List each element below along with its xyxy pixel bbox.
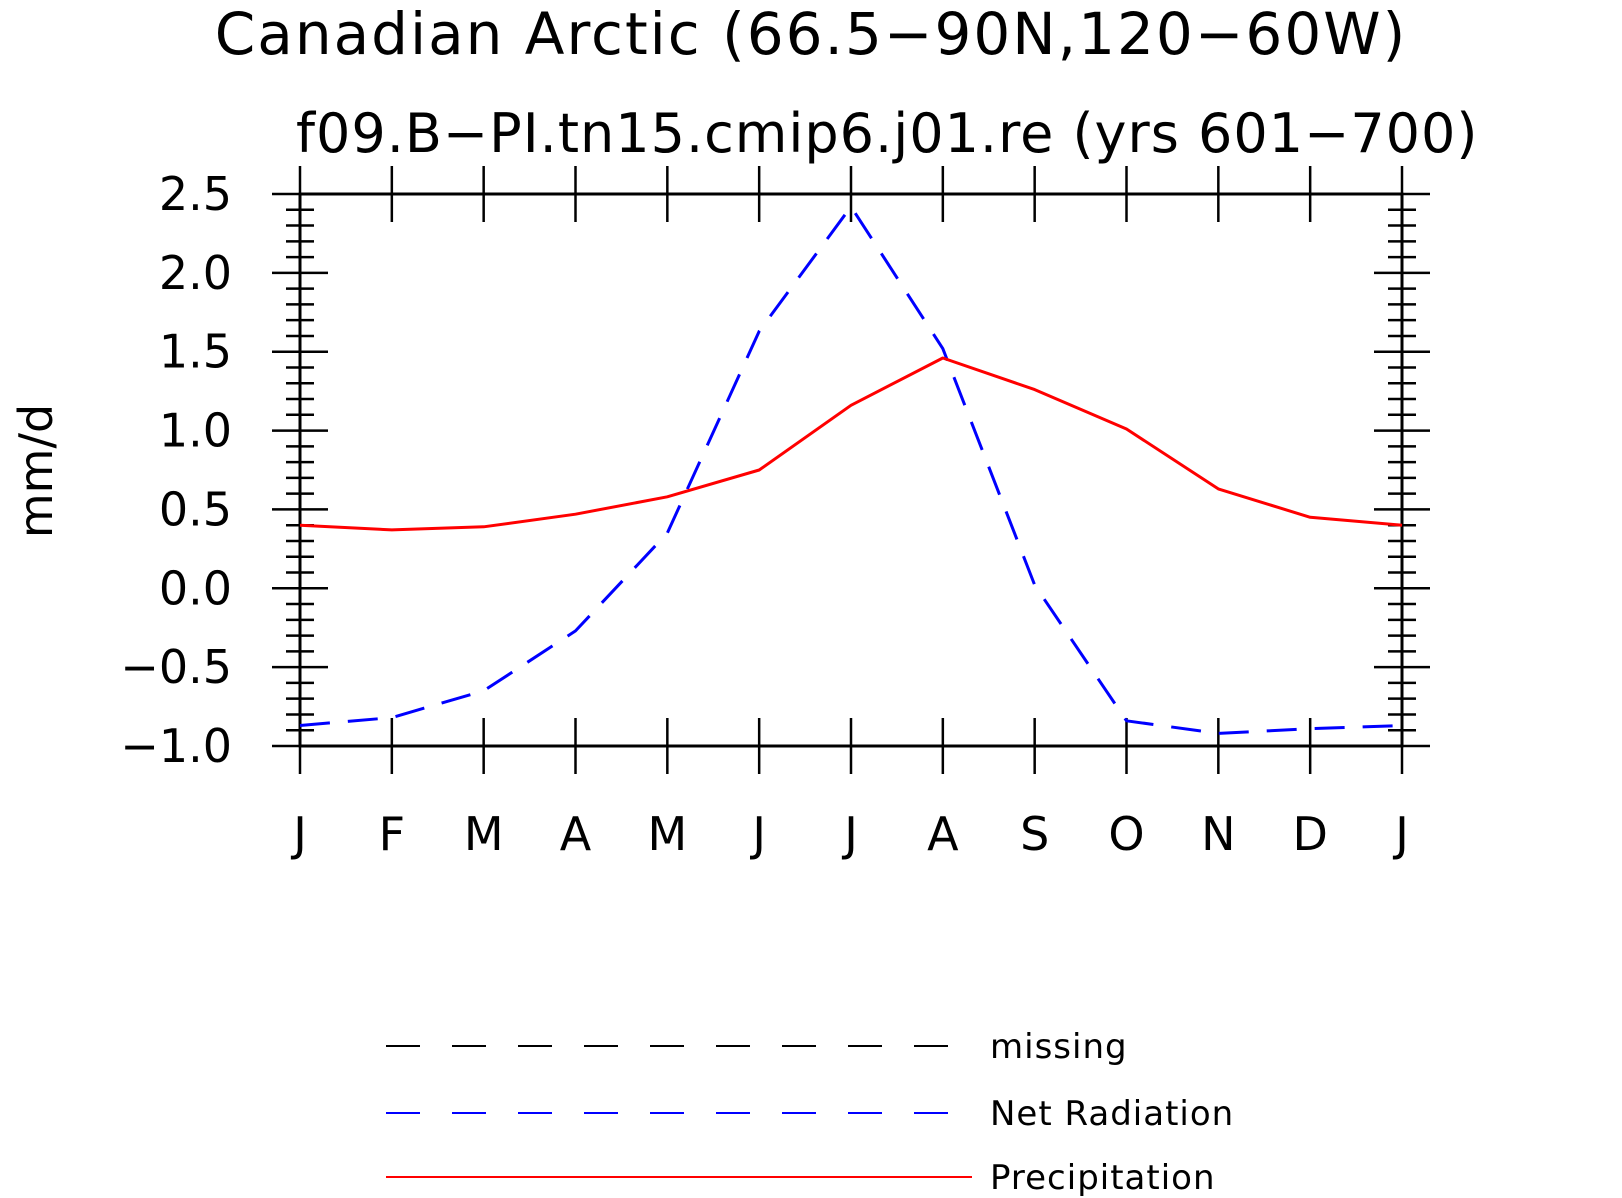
y-tick-label: 0.0 bbox=[159, 561, 232, 615]
y-tick-label: −0.5 bbox=[120, 640, 232, 694]
x-tick-label: D bbox=[1292, 807, 1327, 861]
data-point-precipitation bbox=[850, 404, 853, 407]
data-point-precipitation bbox=[1033, 388, 1036, 391]
chart-title: Canadian Arctic (66.5−90N,120−60W) bbox=[215, 0, 1407, 68]
data-point-precipitation bbox=[482, 525, 485, 528]
x-tick-label: N bbox=[1201, 807, 1235, 861]
x-tick-label: J bbox=[290, 807, 307, 861]
y-tick-label: 1.5 bbox=[159, 325, 232, 379]
data-point-precipitation bbox=[1309, 516, 1312, 519]
data-point-precipitation bbox=[390, 528, 393, 531]
data-point-net-radiation bbox=[941, 347, 944, 350]
data-point-net-radiation bbox=[1125, 719, 1128, 722]
x-tick-label: M bbox=[647, 807, 687, 861]
data-point-precipitation bbox=[574, 513, 577, 516]
data-point-precipitation bbox=[666, 495, 669, 498]
data-point-precipitation bbox=[1401, 524, 1404, 527]
x-tick-label: F bbox=[379, 807, 405, 861]
y-tick-label: 2.0 bbox=[159, 246, 232, 300]
x-tick-label: J bbox=[1392, 807, 1409, 861]
legend-label-missing: missing bbox=[990, 1027, 1128, 1067]
data-point-net-radiation bbox=[666, 532, 669, 535]
data-point-net-radiation bbox=[1309, 727, 1312, 730]
x-tick-label: S bbox=[1020, 807, 1049, 861]
data-point-net-radiation bbox=[850, 205, 853, 208]
x-tick-label: J bbox=[841, 807, 858, 861]
x-tick-label: A bbox=[560, 807, 592, 861]
legend-label-precipitation: Precipitation bbox=[990, 1158, 1216, 1198]
data-point-precipitation bbox=[1125, 427, 1128, 430]
data-point-precipitation bbox=[941, 357, 944, 360]
y-axis-label: mm/d bbox=[9, 404, 63, 538]
data-point-net-radiation bbox=[758, 330, 761, 333]
data-point-precipitation bbox=[758, 469, 761, 472]
x-tick-label: O bbox=[1108, 807, 1144, 861]
plot-area: −1.0 −0.5 0.0 0.5 1.0 1.5 2.0 2.5 J F M A M J J A S O N D J bbox=[120, 166, 1430, 861]
data-point-precipitation bbox=[1217, 487, 1220, 490]
data-point-net-radiation bbox=[1217, 732, 1220, 735]
chart-subtitle: f09.B−PI.tn15.cmip6.j01.re (yrs 601−700) bbox=[296, 102, 1478, 165]
series-line-precipitation bbox=[299, 356, 1403, 532]
legend-label-net-radiation: Net Radiation bbox=[990, 1094, 1234, 1134]
x-tick-label: M bbox=[464, 807, 504, 861]
y-tick-label: 2.5 bbox=[159, 167, 232, 221]
legend: missing Net Radiation Precipitation bbox=[386, 1027, 1234, 1198]
x-tick-label: J bbox=[749, 807, 766, 861]
data-point-precipitation bbox=[299, 524, 302, 527]
data-point-net-radiation bbox=[390, 716, 393, 719]
plot-frame bbox=[298, 192, 1404, 748]
x-tick-label: A bbox=[927, 807, 959, 861]
y-tick-label: 0.5 bbox=[159, 482, 232, 536]
data-point-net-radiation bbox=[1401, 724, 1404, 727]
y-tick-label: 1.0 bbox=[159, 404, 232, 458]
series-line-net-radiation bbox=[299, 205, 1403, 735]
data-point-net-radiation bbox=[1033, 584, 1036, 587]
data-point-net-radiation bbox=[299, 724, 302, 727]
data-point-net-radiation bbox=[574, 629, 577, 632]
y-tick-label: −1.0 bbox=[120, 719, 232, 773]
data-point-net-radiation bbox=[482, 689, 485, 692]
